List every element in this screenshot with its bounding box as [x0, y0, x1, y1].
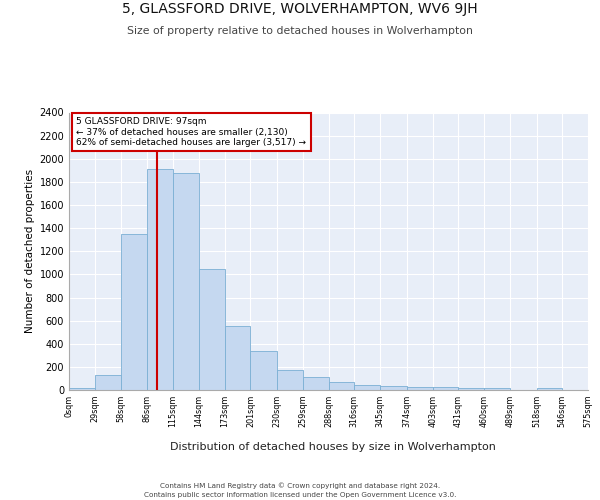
Bar [329, 382, 354, 390]
Text: Distribution of detached houses by size in Wolverhampton: Distribution of detached houses by size … [170, 442, 496, 452]
Y-axis label: Number of detached properties: Number of detached properties [25, 169, 35, 334]
Bar [407, 386, 433, 390]
Bar [433, 387, 458, 390]
Bar [199, 268, 225, 390]
Bar [380, 386, 407, 390]
Bar [277, 370, 303, 390]
Text: 5 GLASSFORD DRIVE: 97sqm
← 37% of detached houses are smaller (2,130)
62% of sem: 5 GLASSFORD DRIVE: 97sqm ← 37% of detach… [76, 117, 306, 147]
Text: 5, GLASSFORD DRIVE, WOLVERHAMPTON, WV6 9JH: 5, GLASSFORD DRIVE, WOLVERHAMPTON, WV6 9… [122, 2, 478, 16]
Bar [458, 388, 484, 390]
Bar [69, 388, 95, 390]
Text: Size of property relative to detached houses in Wolverhampton: Size of property relative to detached ho… [127, 26, 473, 36]
Bar [225, 326, 250, 390]
Bar [121, 234, 146, 390]
Bar [536, 388, 562, 390]
Bar [484, 388, 511, 390]
Bar [250, 350, 277, 390]
Bar [354, 386, 380, 390]
Bar [588, 388, 600, 390]
Text: Contains HM Land Registry data © Crown copyright and database right 2024.
Contai: Contains HM Land Registry data © Crown c… [144, 482, 456, 498]
Bar [95, 375, 121, 390]
Bar [146, 169, 173, 390]
Bar [173, 172, 199, 390]
Bar [303, 378, 329, 390]
